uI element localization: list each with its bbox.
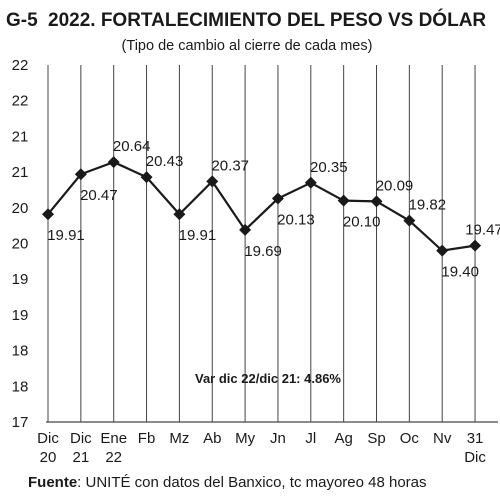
data-point-marker xyxy=(304,176,317,189)
chart-title: 2022. FORTALECIMIENTO DEL PESO VS DÓLAR xyxy=(48,9,486,31)
x-tick-label: Jl xyxy=(305,430,316,447)
x-tick-label: Dic xyxy=(70,430,92,447)
data-point-marker xyxy=(173,208,186,221)
x-tick-label: Fb xyxy=(138,430,156,447)
y-tick-label: 20 xyxy=(12,200,29,217)
data-label: 20.47 xyxy=(80,187,118,204)
data-label: 19.40 xyxy=(441,264,479,281)
x-axis: Dic 20 Dic 21 Ene 22 Fb Mz Ab My Jn Jl Ag Sp Oc Nv 31 Dic xyxy=(37,430,486,466)
series-line-path xyxy=(47,160,476,252)
x-tick-label: My xyxy=(235,430,255,447)
y-tick-label: 18 xyxy=(12,343,29,360)
source-text: : UNITÉ con datos del Banxico, tc mayore… xyxy=(77,474,426,491)
data-point-marker xyxy=(140,171,153,184)
source-label: Fuente xyxy=(28,474,77,491)
data-label: 20.37 xyxy=(211,157,249,174)
x-tick-label: 31 xyxy=(467,430,484,447)
data-point-marker xyxy=(403,214,416,227)
y-tick-label: 19 xyxy=(12,271,29,288)
data-point-marker xyxy=(469,239,482,252)
data-point-marker xyxy=(337,194,350,207)
x-tick-label: 20 xyxy=(40,449,57,466)
x-tick-label: 21 xyxy=(73,449,90,466)
chart-code: G-5 xyxy=(6,10,38,31)
y-tick-label: 19 xyxy=(12,307,29,324)
data-label: 20.64 xyxy=(113,138,151,155)
chart-subtitle: (Tipo de cambio al cierre de cada mes) xyxy=(122,38,373,54)
data-point-marker xyxy=(107,156,120,169)
grid-lines xyxy=(47,65,476,422)
data-label: 19.47 xyxy=(465,222,500,239)
x-tick-label: Mz xyxy=(169,430,189,447)
y-tick-label: 21 xyxy=(12,128,29,145)
y-axis: 17 18 18 19 19 20 20 21 21 22 22 xyxy=(12,57,29,431)
x-tick-label: Ene xyxy=(100,430,127,447)
x-tick-label: Nv xyxy=(433,430,452,447)
data-label: 20.13 xyxy=(277,212,315,229)
x-tick-label: Jn xyxy=(270,430,286,447)
x-tick-label: Sp xyxy=(367,430,385,447)
variation-annotation: Var dic 22/dic 21: 4.86% xyxy=(195,371,341,386)
y-tick-label: 17 xyxy=(12,414,29,431)
y-tick-label: 18 xyxy=(12,378,29,395)
data-label: 19.91 xyxy=(179,227,217,244)
x-tick-label: Ab xyxy=(203,430,221,447)
y-tick-label: 20 xyxy=(12,236,29,253)
data-point-marker xyxy=(239,223,252,236)
data-label: 20.10 xyxy=(343,214,381,231)
y-tick-label: 21 xyxy=(12,164,29,181)
data-point-marker xyxy=(370,195,383,208)
x-tick-label: Dic xyxy=(464,449,486,466)
x-tick-label: Dic xyxy=(37,430,59,447)
data-label: 19.69 xyxy=(244,243,282,260)
series-line xyxy=(42,156,482,257)
data-label: 20.09 xyxy=(376,177,414,194)
x-tick-label: 22 xyxy=(105,449,122,466)
data-point-marker xyxy=(271,192,284,205)
data-point-marker xyxy=(42,208,54,221)
x-tick-label: Oc xyxy=(400,430,420,447)
data-label: 19.91 xyxy=(47,227,85,244)
y-tick-label: 22 xyxy=(12,93,29,110)
x-tick-label: Ag xyxy=(334,430,352,447)
data-label: 20.35 xyxy=(310,159,348,176)
data-point-marker xyxy=(436,244,449,257)
data-point-marker xyxy=(74,168,87,181)
data-point-marker xyxy=(206,175,219,188)
source-note: Fuente: UNITÉ con datos del Banxico, tc … xyxy=(28,474,427,491)
y-tick-label: 22 xyxy=(12,57,29,74)
data-label: 20.43 xyxy=(146,153,184,170)
data-label: 19.82 xyxy=(409,197,447,214)
